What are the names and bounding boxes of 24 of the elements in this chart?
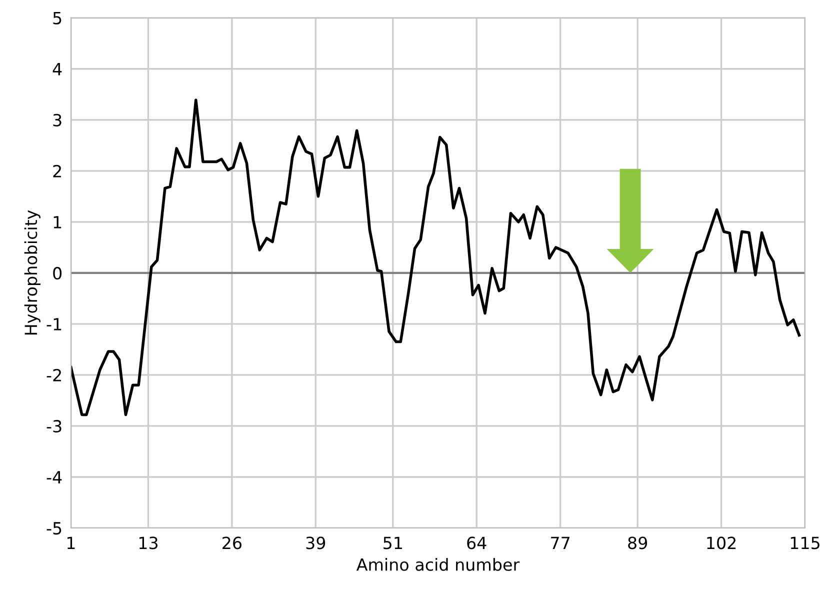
x-tick-label: 13 <box>139 536 158 550</box>
x-tick-label: 77 <box>551 536 570 549</box>
y-tick-label: 5 <box>53 12 62 24</box>
y-tick-label: 0 <box>53 266 62 280</box>
y-tick-label: 1 <box>54 216 62 228</box>
y-tick-label: -3 <box>46 420 62 433</box>
y-tick-label: -2 <box>46 368 61 382</box>
x-tick-label: 115 <box>790 536 820 550</box>
y-tick-label: -5 <box>46 522 62 535</box>
y-axis-title: Hydrophobicity <box>24 210 40 334</box>
y-tick-label: 3 <box>53 114 62 126</box>
line-series <box>70 98 801 416</box>
y-tick-label: 4 <box>52 63 62 76</box>
x-tick-label: 64 <box>467 536 486 550</box>
x-tick-label: 102 <box>707 536 736 550</box>
y-tick-label: -4 <box>46 471 62 484</box>
y-tick-label: -1 <box>46 318 62 330</box>
x-tick-label: 51 <box>384 536 402 550</box>
x-tick-label: 1 <box>67 536 75 549</box>
x-axis-title: Amino acid number <box>356 558 520 571</box>
x-tick-label: 26 <box>222 536 242 550</box>
y-tick-label: 2 <box>53 164 61 178</box>
x-tick-label: 89 <box>628 536 648 550</box>
x-tick-label: 39 <box>306 536 326 550</box>
